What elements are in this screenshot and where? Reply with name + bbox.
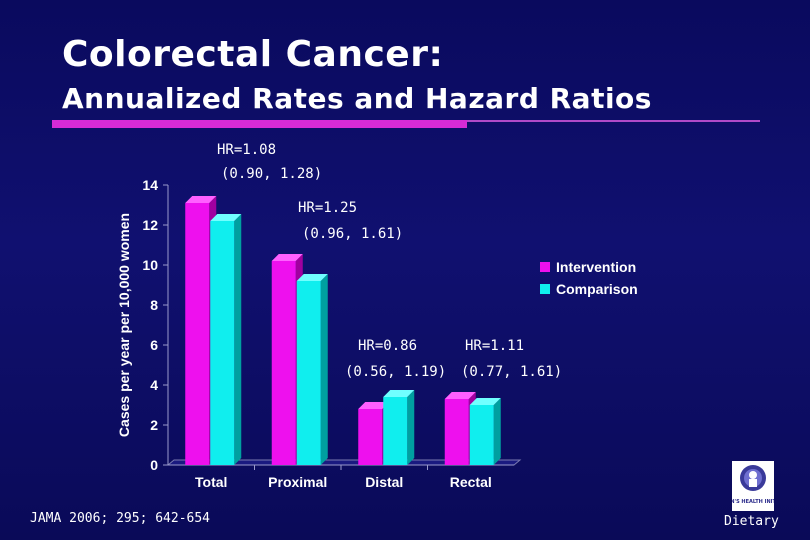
hr-ci-total: (0.90, 1.28) <box>221 166 323 182</box>
title-rule-thin <box>467 120 760 122</box>
x-tick-label-total: Total <box>195 474 227 490</box>
svg-text:WOMEN'S HEALTH INITIATIVE: WOMEN'S HEALTH INITIATIVE <box>732 499 774 505</box>
legend-label-comparison: Comparison <box>556 281 638 297</box>
x-tick-label-rectal: Rectal <box>450 474 492 490</box>
bar-comparison-rectal-side <box>493 398 501 465</box>
bar-comparison-total <box>210 221 235 465</box>
hr-ci-distal: (0.56, 1.19) <box>345 364 447 380</box>
x-tick-label-distal: Distal <box>365 474 403 490</box>
bar-comparison-rectal <box>469 405 494 465</box>
legend-swatch-intervention <box>540 262 550 272</box>
y-tick-label-5: 10 <box>142 257 158 273</box>
y-tick-label-3: 6 <box>150 337 158 353</box>
legend-label-intervention: Intervention <box>556 259 637 275</box>
bar-intervention-total-top <box>185 196 217 203</box>
bar-comparison-proximal-top <box>296 274 328 281</box>
legend-item-intervention: Intervention <box>540 256 638 278</box>
bar-comparison-proximal <box>296 281 321 465</box>
y-axis-label: Cases per year per 10,000 women <box>116 213 132 437</box>
hr-label-total: HR=1.08 <box>217 142 277 158</box>
bar-comparison-total-side <box>234 214 242 465</box>
hr-label-proximal: HR=1.25 <box>298 200 358 216</box>
slide-title: Colorectal Cancer: <box>62 34 444 75</box>
bar-comparison-rectal-top <box>469 398 501 405</box>
bar-intervention-rectal <box>444 399 469 465</box>
y-tick-label-6: 12 <box>142 217 158 233</box>
bar-comparison-proximal-side <box>320 274 328 465</box>
bar-intervention-proximal-top <box>271 254 303 261</box>
y-tick-label-0: 0 <box>150 457 158 473</box>
bar-intervention-distal <box>358 409 383 465</box>
hr-ci-proximal: (0.96, 1.61) <box>302 226 404 242</box>
x-tick-label-proximal: Proximal <box>268 474 327 490</box>
bar-comparison-total-top <box>210 214 242 221</box>
legend-swatch-comparison <box>540 284 550 294</box>
bar-intervention-rectal-top <box>444 392 476 399</box>
bar-comparison-distal-side <box>407 390 415 465</box>
y-tick-label-7: 14 <box>142 177 158 193</box>
slide-subtitle: Annualized Rates and Hazard Ratios <box>62 82 652 115</box>
bar-intervention-proximal <box>271 261 296 465</box>
hr-label-rectal: HR=1.11 <box>465 338 525 354</box>
hr-ci-rectal: (0.77, 1.61) <box>461 364 563 380</box>
legend-item-comparison: Comparison <box>540 278 638 300</box>
bar-intervention-total <box>185 203 210 465</box>
footer-label-dietary: Dietary <box>724 514 779 529</box>
y-tick-label-1: 2 <box>150 417 158 433</box>
bar-comparison-distal-top <box>383 390 415 397</box>
source-citation: JAMA 2006; 295; 642-654 <box>30 511 211 526</box>
whi-logo: WOMEN'S HEALTH INITIATIVE <box>712 461 794 511</box>
bar-intervention-distal-top <box>358 402 390 409</box>
y-tick-label-4: 8 <box>150 297 158 313</box>
chart-legend: Intervention Comparison <box>540 256 638 300</box>
title-rule-thick <box>52 120 467 128</box>
bar-comparison-distal <box>383 397 408 465</box>
hr-label-distal: HR=0.86 <box>358 338 418 354</box>
y-tick-label-2: 4 <box>150 377 158 393</box>
